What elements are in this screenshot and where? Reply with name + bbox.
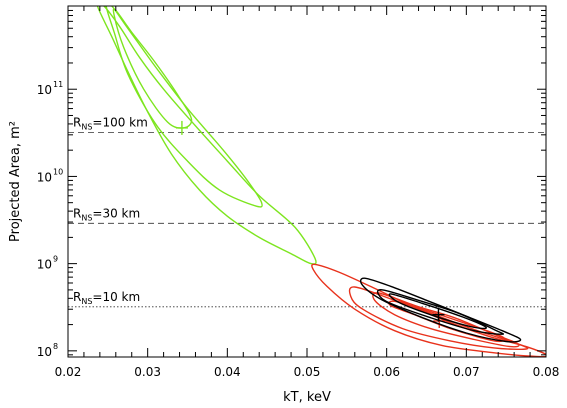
contour-line: [96, 6, 317, 265]
contour-line: [376, 289, 505, 335]
x-tick-label: 0.03: [134, 365, 161, 379]
series-group: [359, 277, 522, 343]
y-tick-label: 10: [37, 170, 52, 184]
reference-label: RNS=100 km: [73, 115, 148, 131]
x-tick-label: 0.06: [373, 365, 400, 379]
x-tick-label: 0.07: [453, 365, 480, 379]
contour-line: [105, 6, 263, 208]
y-axis-label: Projected Area, m²: [8, 121, 23, 242]
reference-label: RNS=30 km: [73, 206, 140, 222]
contours: [96, 6, 546, 357]
y-tick-label: 10: [37, 258, 52, 272]
series-group: [96, 6, 317, 265]
x-tick-label: 0.05: [294, 365, 321, 379]
reference-label: RNS=10 km: [73, 290, 140, 306]
contour-line: [388, 293, 488, 330]
x-axis-label: kT, keV: [283, 390, 331, 405]
y-tick-exponent: 11: [53, 80, 63, 89]
x-tick-label: 0.04: [214, 365, 241, 379]
y-tick-label: 10: [37, 83, 52, 97]
reference-lines: RNS=100 km RNS=30 km RNS=10 km: [68, 115, 546, 308]
plot-area: [68, 6, 546, 357]
contour-line: [359, 277, 522, 343]
x-tick-label: 0.02: [55, 365, 82, 379]
y-tick-exponent: 9: [53, 255, 58, 264]
y-tick-label: 10: [37, 345, 52, 359]
y-tick-exponent: 8: [53, 342, 58, 351]
plot-background: [68, 6, 546, 357]
contour-line: [348, 286, 529, 351]
contour-line: [388, 300, 506, 343]
x-tick-label: 0.08: [533, 365, 560, 379]
y-tick-exponent: 10: [53, 167, 63, 176]
